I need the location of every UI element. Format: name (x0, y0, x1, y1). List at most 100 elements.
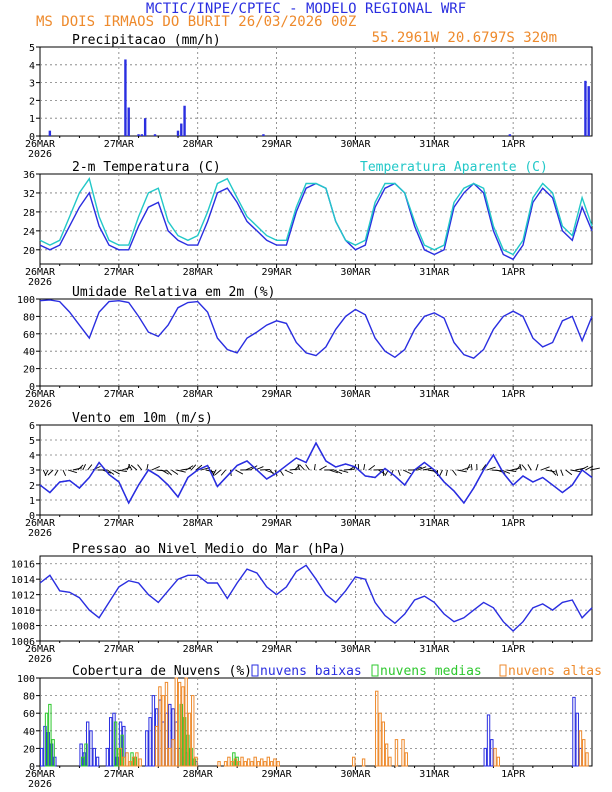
y-tick-label: 5 (29, 43, 35, 54)
cloud-bar-0 (108, 717, 113, 767)
y-tick-label: 1006 (11, 637, 35, 648)
wind-arrow (527, 464, 532, 471)
wind-arrow (44, 469, 49, 476)
wind-arrow (171, 469, 179, 475)
cloud-bar-0 (92, 747, 96, 767)
y-tick-label: 0 (29, 511, 35, 522)
series-line-0 (39, 299, 593, 359)
wind-arrow (585, 465, 594, 471)
cloud-bar-2 (168, 747, 172, 767)
cloud-bar-2 (381, 721, 386, 767)
x-tick-label: 1APR (501, 518, 526, 529)
y-tick-label: 80 (23, 312, 35, 323)
wind-arrow (397, 469, 401, 477)
x-year-label: 2026 (28, 779, 52, 790)
x-tick-label: 1APR (501, 389, 526, 400)
cloud-bar-2 (194, 756, 198, 767)
cloud-bar-2 (384, 743, 389, 767)
cloud-bar-2 (493, 747, 497, 767)
x-tick-label: 27MAR (104, 389, 135, 400)
x-tick-label: 29MAR (262, 389, 293, 400)
y-tick-label: 1012 (11, 591, 35, 602)
wind-arrow (329, 469, 339, 474)
cloud-bar-2 (158, 686, 162, 767)
x-tick-label: 27MAR (104, 139, 135, 150)
x-tick-label: 28MAR (183, 389, 214, 400)
cloud-bar-2 (404, 752, 409, 767)
wind-arrow (128, 464, 133, 471)
x-tick-label: 26MAR (25, 267, 56, 278)
x-tick-label: 27MAR (104, 518, 135, 529)
cloud-bar-2 (174, 677, 179, 767)
x-tick-label: 26MAR (25, 389, 56, 400)
wind-arrow (195, 464, 203, 471)
cloud-bar-0 (145, 730, 149, 767)
x-tick-label: 26MAR (25, 644, 56, 655)
x-tick-label: 28MAR (183, 267, 214, 278)
x-tick-label: 31MAR (419, 518, 450, 529)
cloud-bar-2 (171, 739, 175, 767)
y-tick-label: 20 (23, 744, 35, 755)
y-tick-label: 1010 (11, 606, 35, 617)
wind-arrow (470, 463, 473, 471)
wind-arrow (67, 469, 77, 474)
wind-arrow (137, 464, 143, 471)
cloud-bar-1 (81, 756, 85, 767)
wind-arrow (214, 469, 222, 476)
wind-arrow (294, 464, 300, 471)
cloud-bar-2 (240, 756, 244, 767)
legend-swatch (371, 664, 379, 677)
x-year-label: 2026 (28, 277, 52, 288)
precip-bar (143, 118, 147, 136)
y-tick-label: 0 (29, 762, 35, 773)
wind-arrow (54, 469, 59, 476)
wind-arrow (481, 464, 487, 471)
y-tick-label: 0 (29, 382, 35, 393)
wind-arrow (156, 469, 167, 472)
cloud-bar-2 (269, 761, 274, 767)
cloud-bar-2 (177, 681, 182, 767)
y-tick-label: 1016 (11, 560, 35, 571)
cloud-bar-2 (154, 725, 159, 767)
panel-title: Precipitacao (mm/h) (72, 33, 221, 48)
y-tick-label: 36 (23, 170, 35, 181)
x-tick-label: 27MAR (104, 644, 135, 655)
series-line-0 (39, 564, 593, 632)
precip-bar (127, 107, 130, 136)
precip-bar (508, 134, 512, 136)
wind-arrow (457, 469, 467, 473)
y-tick-label: 4 (29, 451, 35, 462)
cloud-bar-0 (575, 712, 579, 767)
legend-label-apparent: Temperatura Aparente (C) (360, 160, 548, 175)
x-tick-label: 27MAR (104, 769, 135, 780)
x-tick-label: 30MAR (340, 139, 371, 150)
wind-arrow (555, 469, 559, 477)
wind-arrow (319, 465, 327, 471)
cloud-bar-2 (401, 739, 405, 767)
cloud-bar-2 (164, 681, 169, 767)
x-year-label: 2026 (28, 399, 52, 410)
wind-arrow (47, 469, 54, 476)
x-tick-label: 1APR (501, 139, 526, 150)
x-tick-label: 29MAR (262, 267, 293, 278)
cloud-bar-0 (148, 717, 152, 767)
panel-precip: 26MAR 27MAR 28MAR 29MAR 30MAR 31MAR 1APR 2026 0 1… (25, 33, 593, 160)
cloud-bar-1 (51, 739, 55, 767)
wind-arrow (486, 466, 496, 471)
wind-arrow (390, 469, 394, 476)
wind-arrow (368, 464, 376, 471)
wind-arrow (72, 467, 83, 471)
wind-arrow (161, 469, 169, 475)
x-tick-label: 30MAR (340, 769, 371, 780)
x-tick-label: 29MAR (262, 644, 293, 655)
y-tick-label: 2 (29, 96, 35, 107)
y-tick-label: 20 (23, 365, 35, 376)
wind-arrow (245, 466, 254, 471)
wind-arrow (62, 469, 67, 476)
y-tick-label: 1008 (11, 622, 35, 633)
wind-arrow (77, 464, 84, 471)
wind-arrow (185, 465, 194, 471)
panel-title: Pressao ao Nivel Medio do Mar (hPa) (72, 542, 346, 557)
cloud-bar-2 (128, 761, 133, 767)
wind-arrow (313, 463, 316, 471)
